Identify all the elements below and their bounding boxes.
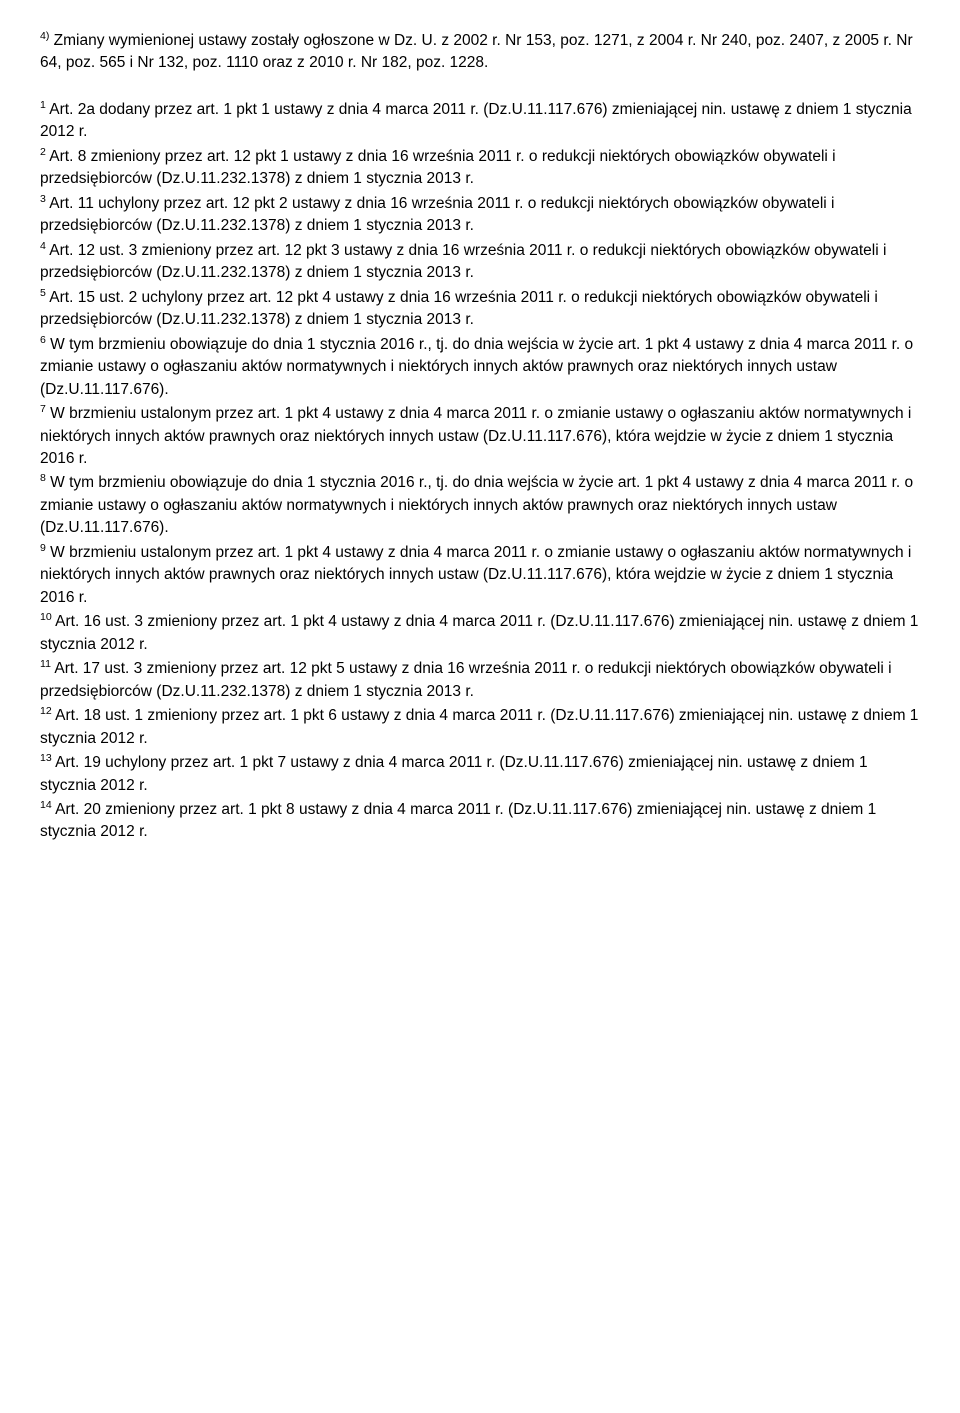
footnote-text: Art. 20 zmieniony przez art. 1 pkt 8 ust… — [40, 801, 876, 840]
footnote-text: W brzmieniu ustalonym przez art. 1 pkt 4… — [40, 544, 911, 606]
footnote-item: 8 W tym brzmieniu obowiązuje do dnia 1 s… — [40, 472, 920, 539]
footnote-num: 14 — [40, 799, 52, 811]
footnote-item: 2 Art. 8 zmieniony przez art. 12 pkt 1 u… — [40, 146, 920, 191]
footnote-num: 10 — [40, 611, 52, 623]
footnote-item: 3 Art. 11 uchylony przez art. 12 pkt 2 u… — [40, 193, 920, 238]
footnote-item: 4 Art. 12 ust. 3 zmieniony przez art. 12… — [40, 240, 920, 285]
footnote-text: Art. 19 uchylony przez art. 1 pkt 7 usta… — [40, 754, 868, 793]
footnote-text: Art. 8 zmieniony przez art. 12 pkt 1 ust… — [40, 148, 836, 187]
footnote-text: Art. 18 ust. 1 zmieniony przez art. 1 pk… — [40, 707, 918, 746]
footnote-item: 6 W tym brzmieniu obowiązuje do dnia 1 s… — [40, 334, 920, 401]
top-footnote-num: 4) — [40, 30, 49, 42]
top-footnote: 4) Zmiany wymienionej ustawy zostały ogł… — [40, 30, 920, 75]
footnote-item: 12 Art. 18 ust. 1 zmieniony przez art. 1… — [40, 705, 920, 750]
footnote-text: W brzmieniu ustalonym przez art. 1 pkt 4… — [40, 405, 911, 467]
footnote-item: 9 W brzmieniu ustalonym przez art. 1 pkt… — [40, 542, 920, 609]
footnote-text: Art. 15 ust. 2 uchylony przez art. 12 pk… — [40, 289, 878, 328]
document-page: 4) Zmiany wymienionej ustawy zostały ogł… — [0, 0, 960, 886]
footnote-num: 12 — [40, 705, 52, 717]
footnote-text: Art. 17 ust. 3 zmieniony przez art. 12 p… — [40, 660, 892, 699]
footnote-item: 14 Art. 20 zmieniony przez art. 1 pkt 8 … — [40, 799, 920, 844]
section-gap — [40, 77, 920, 99]
footnote-item: 5 Art. 15 ust. 2 uchylony przez art. 12 … — [40, 287, 920, 332]
footnote-text: Art. 16 ust. 3 zmieniony przez art. 1 pk… — [40, 613, 918, 652]
footnote-item: 11 Art. 17 ust. 3 zmieniony przez art. 1… — [40, 658, 920, 703]
footnote-text: Art. 12 ust. 3 zmieniony przez art. 12 p… — [40, 242, 886, 281]
footnote-item: 1 Art. 2a dodany przez art. 1 pkt 1 usta… — [40, 99, 920, 144]
footnote-text: Art. 11 uchylony przez art. 12 pkt 2 ust… — [40, 195, 834, 234]
footnote-text: W tym brzmieniu obowiązuje do dnia 1 sty… — [40, 474, 913, 536]
footnotes-list: 1 Art. 2a dodany przez art. 1 pkt 1 usta… — [40, 99, 920, 844]
footnote-text: W tym brzmieniu obowiązuje do dnia 1 sty… — [40, 336, 913, 398]
footnote-num: 11 — [40, 658, 51, 670]
footnote-item: 13 Art. 19 uchylony przez art. 1 pkt 7 u… — [40, 752, 920, 797]
footnote-item: 10 Art. 16 ust. 3 zmieniony przez art. 1… — [40, 611, 920, 656]
footnote-text: Art. 2a dodany przez art. 1 pkt 1 ustawy… — [40, 101, 912, 140]
footnote-item: 7 W brzmieniu ustalonym przez art. 1 pkt… — [40, 403, 920, 470]
top-footnote-text: Zmiany wymienionej ustawy zostały ogłosz… — [40, 32, 913, 71]
footnote-num: 13 — [40, 752, 52, 764]
